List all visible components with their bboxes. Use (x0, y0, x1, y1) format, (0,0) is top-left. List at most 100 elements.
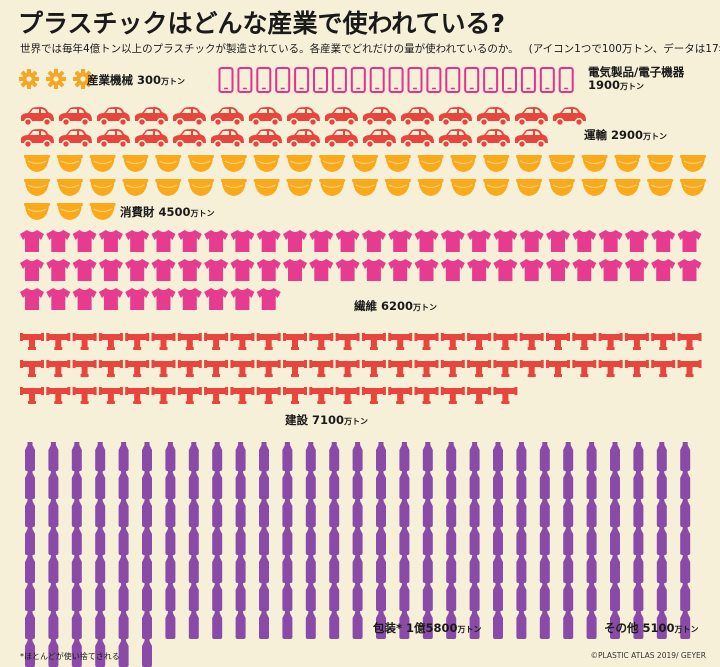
other-bottle-icon (71, 610, 82, 639)
tshirt-icon (72, 288, 97, 310)
other-bottle-icon (563, 582, 574, 611)
pipe-joint-icon (309, 387, 334, 404)
other-bottle-icon (352, 582, 363, 611)
smartphone-icon (407, 67, 423, 93)
tshirt-icon (20, 230, 44, 252)
packaging-bottle-icon (25, 470, 35, 499)
other-bottle-icon (422, 610, 433, 639)
other-bottle-icon (48, 610, 59, 639)
packaging-bottle-icon (329, 526, 340, 555)
pipe-joint-icon (151, 360, 176, 377)
packaging-bottle-icon (680, 498, 691, 527)
pipe-joint-icon (72, 360, 97, 377)
packaging-bottle-icon (48, 442, 59, 471)
packaging-bottle-icon (329, 498, 340, 527)
other-bottle-icon (493, 582, 503, 611)
packaging-bottle-icon (586, 554, 597, 583)
tshirt-icon (519, 230, 544, 252)
packaging-bottle-icon (25, 498, 35, 527)
other-bottle-icon (376, 610, 386, 639)
car-icon (211, 107, 244, 127)
pipe-joint-icon (440, 360, 465, 377)
packaging-bottle-icon (493, 526, 503, 555)
other-bottle-icon (235, 610, 246, 639)
packaging-bottle-icon (282, 498, 293, 527)
pipe-joint-icon (98, 360, 123, 377)
bowl-icon (56, 179, 83, 196)
packaging-bottle-icon (446, 554, 457, 583)
other-bottle-icon (446, 582, 457, 611)
packaging-bottle-icon (633, 498, 644, 527)
bowl-icon (614, 179, 641, 196)
pipe-joint-icon (309, 333, 334, 350)
tshirt-icon (256, 288, 281, 310)
tshirt-icon (598, 230, 623, 252)
packaging-bottle-icon (446, 470, 457, 499)
packaging-bottle-icon (680, 470, 691, 499)
bowl-icon (286, 155, 313, 172)
pipe-joint-icon (283, 333, 307, 350)
label-machinery: 産業機械 300万トン (87, 73, 186, 87)
packaging-bottle-icon (142, 554, 152, 583)
packaging-bottle-icon (376, 526, 386, 555)
label-construction: 建設 7100万トン (285, 413, 369, 427)
packaging-bottle-icon (610, 554, 620, 583)
tshirt-icon (546, 259, 570, 281)
car-icon (135, 129, 168, 149)
other-bottle-icon (469, 610, 480, 639)
tshirt-icon (256, 230, 281, 252)
bowl-icon (417, 179, 444, 196)
pipe-joint-icon (677, 333, 702, 350)
packaging-bottle-icon (680, 554, 691, 583)
tshirt-icon (204, 259, 229, 281)
tshirt-icon (493, 259, 518, 281)
pipe-joint-icon (20, 360, 44, 377)
tshirt-icon (230, 259, 255, 281)
packaging-bottle-icon (493, 442, 503, 471)
packaging-bottle-icon (563, 498, 574, 527)
packaging-bottle-icon (118, 498, 129, 527)
other-bottle-icon (165, 610, 176, 639)
chart-title: プラスチックはどんな産業で使われている? (18, 9, 506, 38)
pipe-joint-icon (177, 333, 202, 350)
scale-note: (アイコン1つで100万トン、データは17年) (528, 43, 720, 55)
smartphone-icon (445, 67, 461, 93)
tshirt-icon (414, 259, 439, 281)
packaging-bottle-icon (563, 442, 574, 471)
packaging-bottle-icon (610, 442, 620, 471)
pipe-joint-icon (388, 360, 413, 377)
label-textile: 繊維 6200万トン (354, 299, 438, 313)
packaging-bottle-icon (142, 442, 152, 471)
packaging-bottle-icon (586, 470, 597, 499)
bowl-icon (516, 155, 542, 172)
packaging-bottle-icon (95, 582, 106, 611)
tshirt-icon (388, 259, 413, 281)
car-icon (21, 107, 54, 127)
packaging-bottle-icon (259, 526, 269, 555)
pipe-joint-icon (335, 360, 360, 377)
tshirt-icon (335, 230, 360, 252)
label-electronics: 電気製品/電子機器 1900万トン (588, 65, 685, 92)
car-icon (325, 107, 358, 127)
packaging-bottle-icon (188, 582, 199, 611)
smartphone-icon (558, 67, 574, 93)
credit: ©PLASTIC ATLAS 2019/ GEYER (590, 651, 706, 660)
packaging-bottle-icon (188, 526, 199, 555)
packaging-bottle-icon (212, 470, 223, 499)
other-bottle-icon (680, 582, 691, 611)
gear-icon (19, 69, 39, 89)
smartphone-icon (520, 67, 536, 93)
tshirt-icon (309, 259, 334, 281)
packaging-bottle-icon (235, 442, 246, 471)
packaging-bottle-icon (586, 526, 597, 555)
tshirt-icon (98, 288, 123, 310)
other-bottle-icon (329, 610, 340, 639)
pipe-joint-icon (651, 360, 676, 377)
pipe-joint-icon (519, 360, 544, 377)
packaging-bottle-icon (516, 498, 527, 527)
other-bottle-icon (633, 610, 644, 639)
smartphone-icon (502, 67, 517, 93)
other-bottle-icon (633, 582, 644, 611)
tshirt-icon (256, 259, 281, 281)
packaging-bottle-icon (633, 470, 644, 499)
